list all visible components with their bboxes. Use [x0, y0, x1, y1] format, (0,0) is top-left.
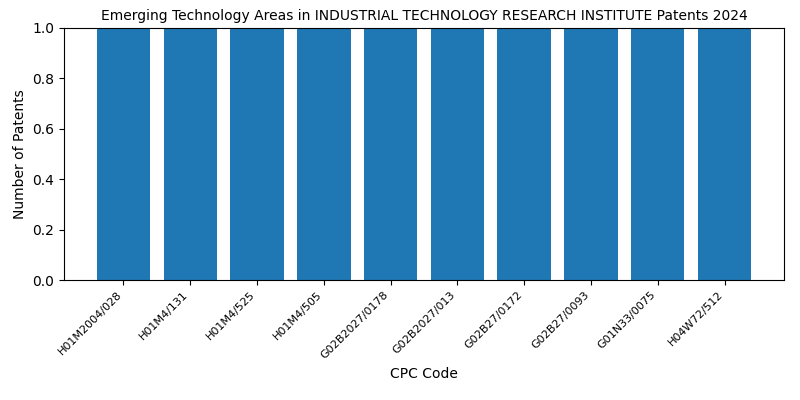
Bar: [297, 28, 350, 280]
Bar: [97, 28, 150, 280]
Bar: [564, 28, 618, 280]
Bar: [698, 28, 751, 280]
Bar: [430, 28, 484, 280]
Title: Emerging Technology Areas in INDUSTRIAL TECHNOLOGY RESEARCH INSTITUTE Patents 20: Emerging Technology Areas in INDUSTRIAL …: [101, 9, 747, 23]
Bar: [230, 28, 284, 280]
Bar: [364, 28, 418, 280]
Bar: [163, 28, 217, 280]
Bar: [498, 28, 551, 280]
X-axis label: CPC Code: CPC Code: [390, 366, 458, 380]
Y-axis label: Number of Patents: Number of Patents: [13, 89, 26, 219]
Bar: [631, 28, 685, 280]
